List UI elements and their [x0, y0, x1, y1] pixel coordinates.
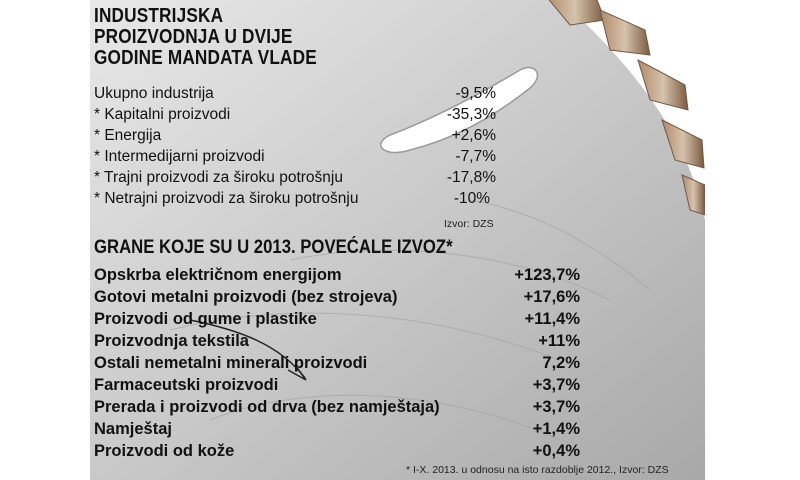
s2-row-value: +0,4%: [532, 442, 580, 460]
section1-source: Izvor: DZS: [444, 218, 494, 230]
s2-row-label: Opskrba električnom energijom: [94, 266, 342, 284]
s2-row-value: +1,4%: [532, 420, 580, 438]
s1-row-value: -17,8%: [446, 169, 496, 186]
infographic-panel: INDUSTRIJSKA PROIZVODNJA U DVIJE GODINE …: [90, 0, 705, 480]
s2-row-label: Farmaceutski proizvodi: [94, 376, 279, 394]
s2-row-value: +123,7%: [514, 266, 580, 284]
s2-row-label: Ostali nemetalni minerali proizvodi: [94, 354, 368, 372]
s1-row-label: * Netrajni proizvodi za široku potrošnju: [94, 190, 359, 207]
saw-blade-illustration: [90, 0, 705, 480]
s1-row-value: -35,3%: [446, 106, 496, 123]
s1-row-label: * Kapitalni proizvodi: [94, 106, 231, 123]
section2-footnote: * I-X. 2013. u odnosu na isto razdoblje …: [406, 464, 669, 476]
s2-row-label: Proizvodi od gume i plastike: [94, 310, 317, 328]
section1-title-line-3: GODINE MANDATA VLADE: [94, 47, 317, 69]
section1-title-line-1: INDUSTRIJSKA: [94, 5, 224, 27]
s1-row-label: * Intermedijarni proizvodi: [94, 148, 265, 165]
s2-row-value: 7,2%: [542, 354, 580, 372]
s1-row-label: * Trajni proizvodi za široku potrošnju: [94, 169, 343, 186]
s2-row-label: Gotovi metalni proizvodi (bez strojeva): [94, 288, 398, 306]
s1-row-value: -9,5%: [455, 85, 497, 102]
s2-row-value: +11,4%: [524, 310, 580, 328]
section2-title: GRANE KOJE SU U 2013. POVEĆALE IZVOZ*: [94, 237, 453, 258]
s1-row-value: +2,6%: [451, 127, 496, 144]
section1-title-line-2: PROIZVODNJA U DVIJE: [94, 26, 293, 48]
s2-row-label: Prerada i proizvodi od drva (bez namješt…: [94, 398, 440, 416]
s2-row-value: +17,6%: [523, 288, 580, 306]
s2-row-value: +3,7%: [532, 398, 580, 416]
s2-row-label: Proizvodi od kože: [94, 442, 235, 460]
s1-row-value: -10%: [453, 190, 490, 207]
s2-row-label: Proizvodnja tekstila: [94, 332, 249, 350]
s1-row-label: Ukupno industrija: [94, 85, 214, 102]
s1-row-value: -7,7%: [455, 148, 497, 165]
s1-row-label: * Energija: [94, 127, 162, 144]
s2-row-value: +11%: [538, 332, 580, 350]
s2-row-label: Namještaj: [94, 420, 172, 438]
s2-row-value: +3,7%: [532, 376, 580, 394]
